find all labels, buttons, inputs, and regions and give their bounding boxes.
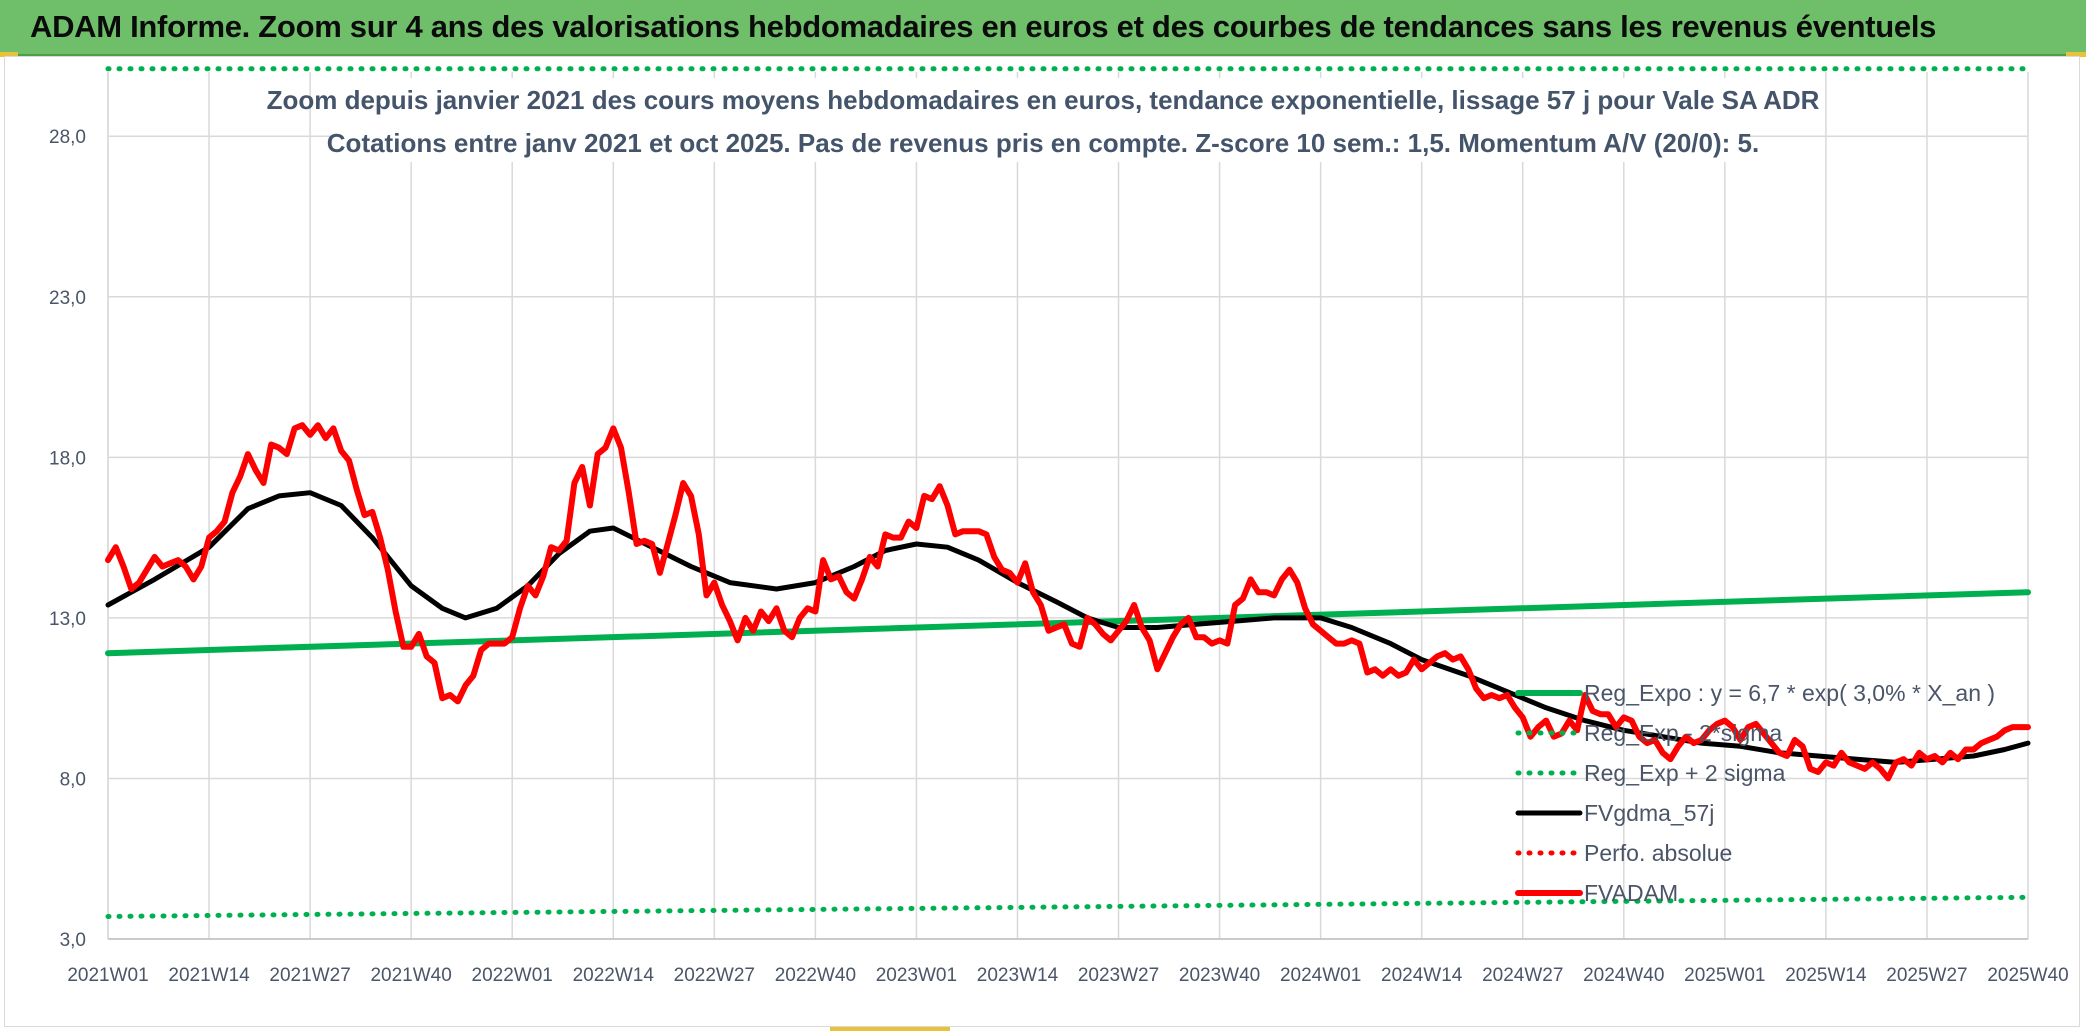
x-axis-ticks: 2021W01 2021W14 2021W27 2021W40 2022W01 2022W…: [67, 965, 2068, 986]
series-line-0: [105, 589, 2031, 657]
x-tick-label: 2024W40: [1583, 965, 1664, 986]
x-tick-label: 2021W14: [168, 965, 250, 986]
y-axis-ticks: 3,0 8,0 13,0 18,0 23,0 28,0: [49, 127, 86, 951]
legend: Reg_Expo : y = 6,7 * exp( 3,0% * X_an ) R…: [1515, 680, 1995, 906]
x-tick-label: 2021W01: [67, 965, 148, 986]
series-line-1: [105, 894, 2031, 919]
legend-label-2: Reg_Exp + 2 sigma: [1584, 760, 1786, 786]
banner-accent-right: [2066, 52, 2086, 57]
x-tick-label: 2025W01: [1684, 965, 1765, 986]
y-tick-label: 23,0: [49, 288, 86, 309]
bottom-accent: [830, 1027, 950, 1031]
y-tick-label: 3,0: [60, 930, 86, 951]
y-tick-label: 28,0: [49, 127, 86, 148]
x-tick-label: 2024W14: [1381, 965, 1463, 986]
x-tick-label: 2022W40: [775, 965, 856, 986]
series-line-3: [105, 490, 2031, 765]
x-tick-label: 2021W40: [370, 965, 451, 986]
series-lines: [105, 66, 2031, 919]
x-tick-label: 2025W27: [1886, 965, 1967, 986]
x-tick-label: 2025W14: [1785, 965, 1867, 986]
grid: [107, 72, 2029, 940]
y-tick-label: 13,0: [49, 609, 86, 630]
legend-label-3: FVgdma_57j: [1584, 800, 1714, 826]
report-title: ADAM Informe. Zoom sur 4 ans des valoris…: [30, 9, 1937, 44]
y-tick-label: 8,0: [60, 769, 86, 790]
legend-label-1: Reg_Exp - 2*sigma: [1584, 720, 1782, 746]
banner-accent-left: [0, 52, 18, 57]
legend-label-0: Reg_Expo : y = 6,7 * exp( 3,0% * X_an ): [1584, 680, 1995, 706]
y-tick-label: 18,0: [49, 448, 86, 469]
x-tick-label: 2022W14: [573, 965, 655, 986]
x-tick-label: 2023W40: [1179, 965, 1260, 986]
chart-title-line2: Cotations entre janv 2021 et oct 2025. P…: [327, 128, 1759, 158]
legend-label-4: Perfo. absolue: [1584, 840, 1732, 866]
x-tick-label: 2023W14: [977, 965, 1059, 986]
x-tick-label: 2022W01: [472, 965, 553, 986]
x-tick-label: 2022W27: [674, 965, 755, 986]
x-tick-label: 2021W27: [269, 965, 350, 986]
series-line-5: [105, 422, 2031, 782]
x-tick-label: 2024W01: [1280, 965, 1361, 986]
legend-label-5: FVADAM: [1584, 880, 1678, 906]
title-backdrop: [335, 78, 1745, 162]
report-banner: ADAM Informe. Zoom sur 4 ans des valoris…: [0, 0, 2086, 56]
chart-title-line1: Zoom depuis janvier 2021 des cours moyen…: [267, 85, 1820, 115]
chart-frame: [4, 56, 2080, 1027]
x-tick-label: 2023W01: [876, 965, 957, 986]
x-tick-label: 2023W27: [1078, 965, 1159, 986]
x-tick-label: 2024W27: [1482, 965, 1563, 986]
x-tick-label: 2025W40: [1987, 965, 2068, 986]
